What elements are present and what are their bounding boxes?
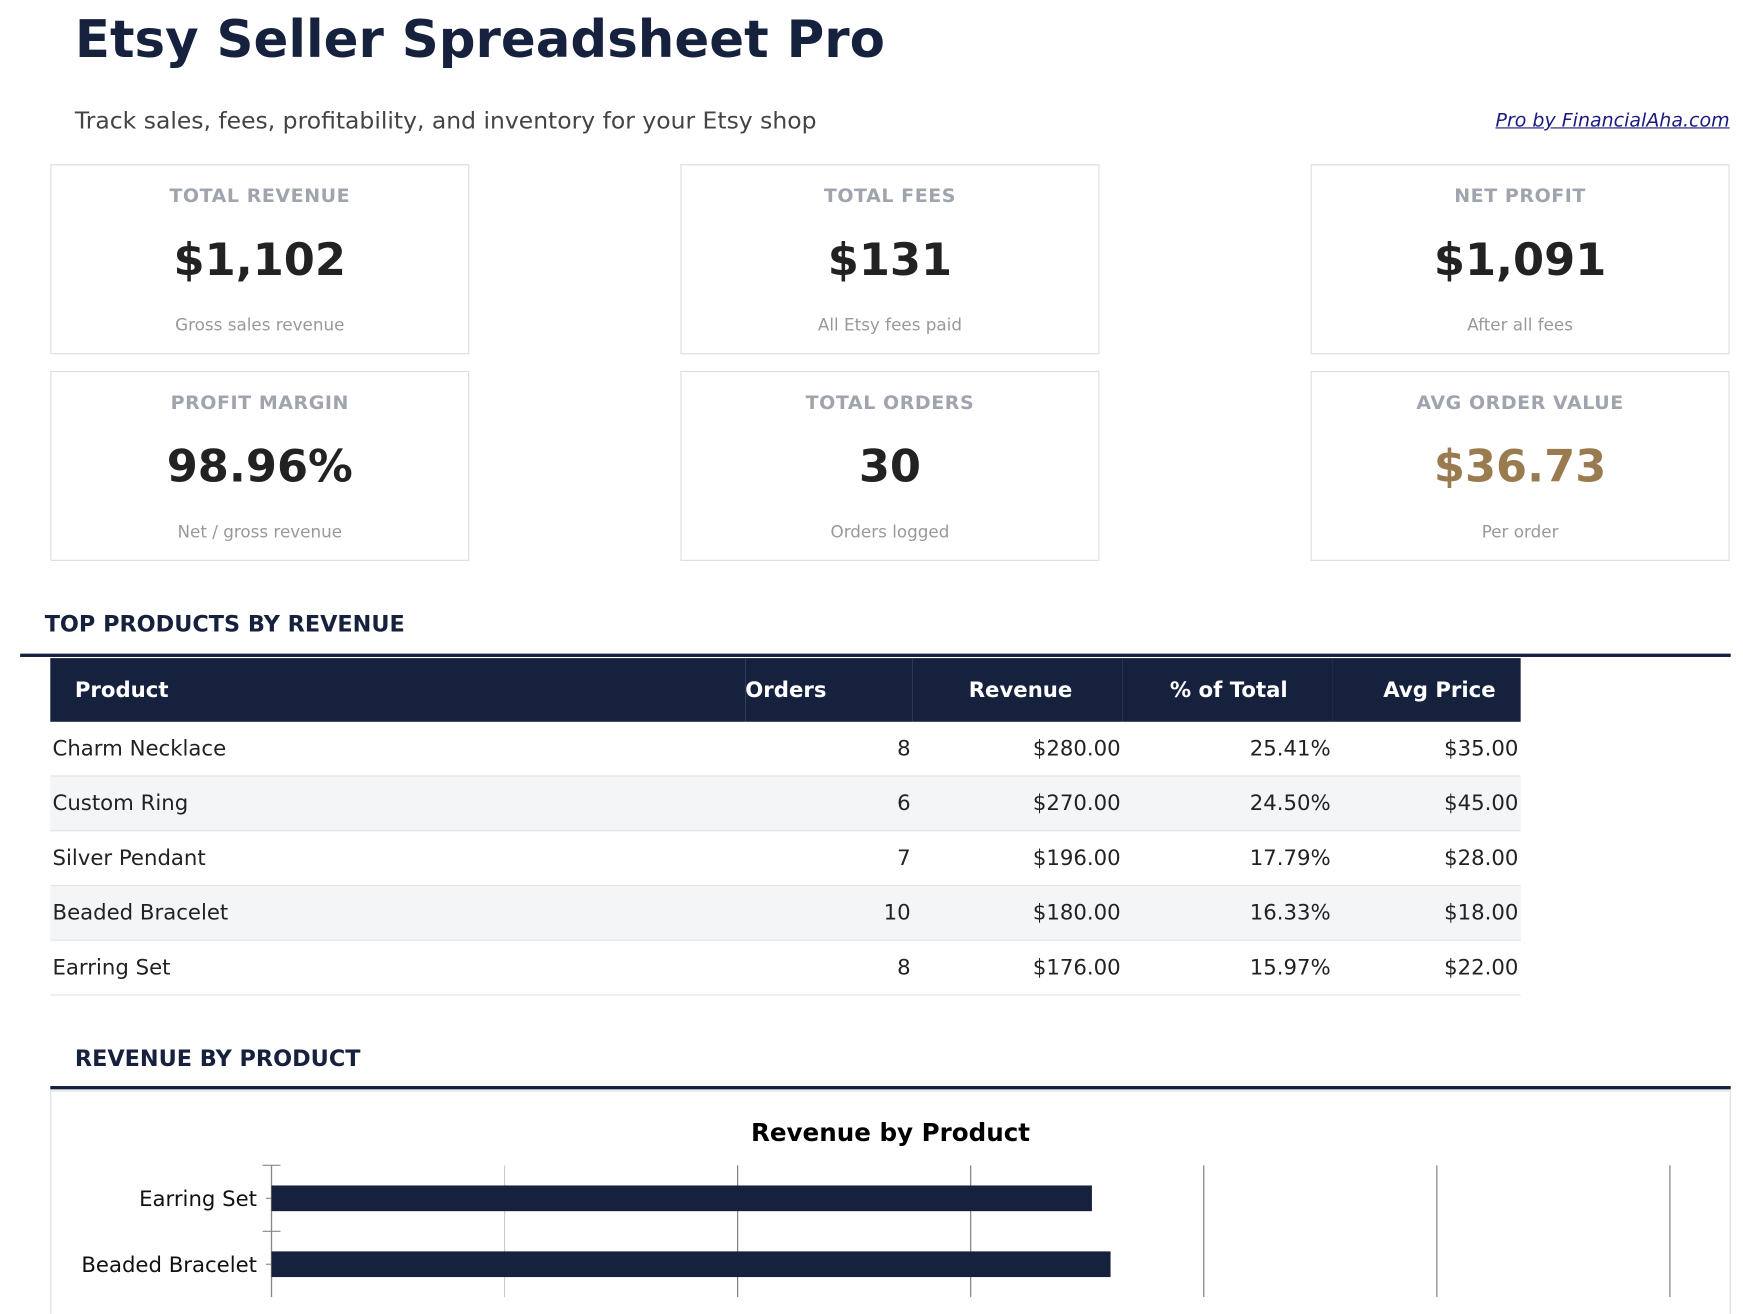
page-subtitle: Track sales, fees, profitability, and in…	[74, 107, 817, 135]
card-total-revenue: TOTAL REVENUE $1,102 Gross sales revenue	[50, 164, 470, 355]
cell-product: Beaded Bracelet	[50, 885, 746, 941]
cell-pct-total: 17.79%	[1122, 830, 1333, 887]
card-sub: Net / gross revenue	[177, 521, 343, 542]
cell-pct-total: 15.97%	[1122, 940, 1333, 996]
card-sub: After all fees	[1467, 315, 1573, 336]
cell-revenue: $270.00	[912, 775, 1123, 832]
y-tick-label: Earring Set	[139, 1187, 257, 1212]
card-label: TOTAL REVENUE	[169, 185, 351, 208]
card-sub: Gross sales revenue	[175, 315, 345, 336]
card-net-profit: NET PROFIT $1,091 After all fees	[1310, 164, 1730, 355]
y-tick-label: Beaded Bracelet	[81, 1253, 257, 1278]
col-product[interactable]: Product	[50, 658, 746, 722]
cell-avg-price: $28.00	[1332, 830, 1521, 887]
cell-pct-total: 24.50%	[1122, 775, 1333, 832]
cell-revenue: $280.00	[912, 721, 1123, 777]
divider	[50, 1086, 1731, 1090]
card-value: 98.96%	[166, 441, 353, 493]
card-value: $36.73	[1433, 441, 1607, 493]
cell-orders: 7	[745, 830, 913, 887]
bar-beaded-bracelet	[271, 1251, 1111, 1278]
cell-avg-price: $18.00	[1332, 885, 1521, 941]
col-pct-total[interactable]: % of Total	[1122, 658, 1333, 722]
cell-orders: 10	[745, 885, 913, 941]
cell-product: Custom Ring	[50, 775, 746, 832]
card-label: TOTAL FEES	[823, 185, 957, 208]
cell-avg-price: $45.00	[1332, 775, 1521, 832]
card-label: TOTAL ORDERS	[805, 392, 975, 415]
divider	[20, 653, 1731, 657]
cell-avg-price: $22.00	[1332, 940, 1521, 996]
table-row[interactable]: Beaded Bracelet 10 $180.00 16.33% $18.00	[50, 885, 1521, 941]
card-sub: Per order	[1481, 521, 1559, 542]
cell-orders: 8	[745, 721, 913, 777]
table-header-row: Product Orders Revenue % of Total Avg Pr…	[50, 658, 1521, 722]
card-avg-order-value: AVG ORDER VALUE $36.73 Per order	[1310, 370, 1730, 561]
card-value: $1,102	[173, 234, 346, 287]
page-title: Etsy Seller Spreadsheet Pro	[74, 8, 885, 70]
col-orders[interactable]: Orders	[745, 658, 913, 722]
cell-orders: 8	[745, 940, 913, 996]
card-total-fees: TOTAL FEES $131 All Etsy fees paid	[680, 164, 1100, 355]
card-sub: Orders logged	[830, 521, 950, 542]
cell-revenue: $176.00	[912, 940, 1123, 996]
cell-revenue: $196.00	[912, 830, 1123, 887]
chart-container	[50, 1090, 1731, 1314]
section-heading-top-products: TOP PRODUCTS BY REVENUE	[44, 610, 405, 637]
col-revenue[interactable]: Revenue	[912, 658, 1123, 722]
cell-revenue: $180.00	[912, 885, 1123, 941]
cell-product: Charm Necklace	[50, 721, 746, 777]
financialaha-link[interactable]: Pro by FinancialAha.com	[1495, 109, 1730, 132]
table-row[interactable]: Charm Necklace 8 $280.00 25.41% $35.00	[50, 721, 1521, 777]
card-value: $131	[827, 234, 953, 287]
card-label: NET PROFIT	[1454, 185, 1586, 208]
card-total-orders: TOTAL ORDERS 30 Orders logged	[680, 370, 1100, 561]
cell-avg-price: $35.00	[1332, 721, 1521, 777]
card-value: $1,091	[1433, 234, 1607, 287]
table-row[interactable]: Custom Ring 6 $270.00 24.50% $45.00	[50, 775, 1521, 832]
cell-orders: 6	[745, 775, 913, 832]
card-value: 30	[858, 441, 922, 493]
section-heading-revenue: REVENUE BY PRODUCT	[74, 1044, 361, 1072]
cell-product: Silver Pendant	[50, 830, 746, 887]
cell-pct-total: 25.41%	[1122, 721, 1333, 777]
col-avg-price[interactable]: Avg Price	[1332, 658, 1521, 722]
chart-title: Revenue by Product	[751, 1118, 1030, 1147]
card-label: AVG ORDER VALUE	[1416, 392, 1624, 415]
table-row[interactable]: Earring Set 8 $176.00 15.97% $22.00	[50, 940, 1521, 996]
top-products-table: Product Orders Revenue % of Total Avg Pr…	[50, 658, 1521, 996]
card-sub: All Etsy fees paid	[817, 315, 962, 336]
cell-product: Earring Set	[50, 940, 746, 996]
cell-pct-total: 16.33%	[1122, 885, 1333, 941]
table-row[interactable]: Silver Pendant 7 $196.00 17.79% $28.00	[50, 830, 1521, 887]
card-profit-margin: PROFIT MARGIN 98.96% Net / gross revenue	[50, 370, 470, 561]
bar-earring-set	[271, 1185, 1092, 1212]
card-label: PROFIT MARGIN	[170, 392, 349, 415]
